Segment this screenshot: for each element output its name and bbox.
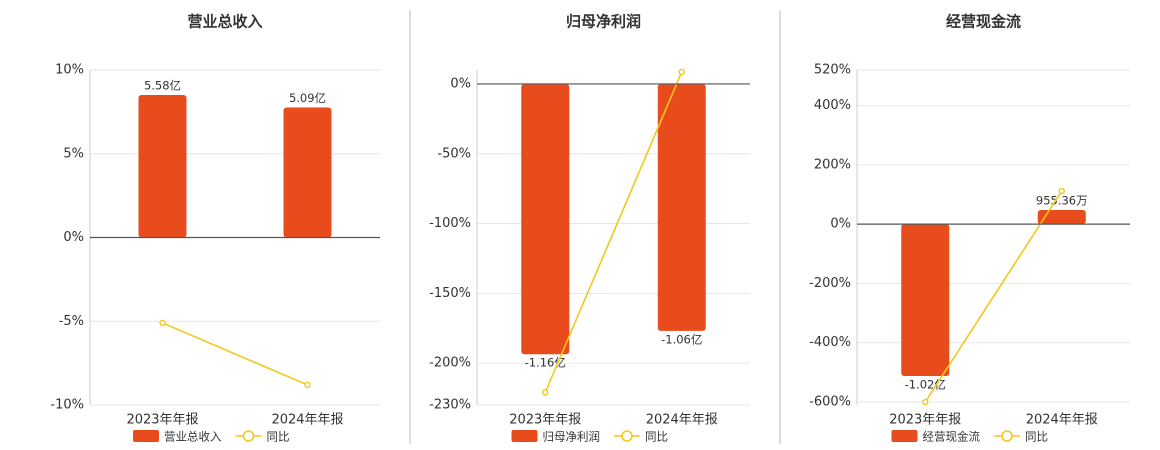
- x-tick-label: 2023年年报: [889, 413, 961, 428]
- y-tick-label: -150%: [429, 286, 471, 301]
- bar: [521, 83, 570, 355]
- bar: [901, 224, 950, 376]
- x-tick-label: 2023年年报: [126, 413, 198, 428]
- y-tick-label: -10%: [50, 398, 84, 413]
- value-label: -1.02亿: [905, 377, 946, 391]
- y-tick-label: -400%: [809, 335, 851, 350]
- line-point: [1058, 187, 1065, 195]
- legend-label: 经营现金流: [923, 430, 981, 444]
- legend-marker: [621, 430, 633, 442]
- y-tick-label: -200%: [809, 276, 851, 291]
- chart-title: 经营现金流: [946, 13, 1021, 31]
- x-tick-label: 2024年年报: [646, 413, 718, 428]
- legend-swatch: [891, 430, 918, 442]
- y-tick-label: -5%: [59, 314, 84, 329]
- legend-swatch: [511, 430, 538, 442]
- chart-title: 营业总收入: [187, 13, 262, 31]
- y-tick-label: 0%: [63, 230, 84, 245]
- x-tick-label: 2023年年报: [509, 413, 581, 428]
- line: [924, 190, 1063, 403]
- x-tick-label: 2024年年报: [271, 413, 343, 428]
- bar: [1037, 209, 1086, 225]
- legend-label: 同比: [645, 430, 668, 444]
- chart-title: 归母净利润: [566, 13, 641, 31]
- line-point: [542, 389, 549, 396]
- bar: [138, 95, 187, 238]
- line-point: [304, 381, 311, 389]
- y-tick-label: 10%: [55, 63, 84, 78]
- x-tick-label: 2024年年报: [1026, 413, 1098, 428]
- y-tick-label: 5%: [63, 146, 84, 161]
- legend-marker: [1001, 430, 1013, 442]
- y-tick-label: -200%: [429, 356, 471, 371]
- y-tick-label: -100%: [429, 216, 471, 231]
- line-point: [922, 398, 929, 406]
- line: [544, 71, 683, 393]
- value-label: 5.09亿: [289, 91, 326, 105]
- y-tick-label: 200%: [814, 157, 851, 172]
- y-tick-label: -50%: [437, 146, 471, 161]
- bar: [283, 107, 332, 238]
- value-label: 5.58亿: [144, 79, 181, 93]
- y-tick-label: -600%: [809, 395, 851, 410]
- y-tick-label: -230%: [429, 398, 471, 413]
- legend-swatch: [133, 430, 159, 442]
- line-point: [678, 68, 685, 76]
- y-tick-label: 0%: [830, 217, 851, 232]
- legend-label: 同比: [267, 430, 290, 444]
- line: [162, 322, 308, 386]
- y-tick-label: 400%: [814, 98, 851, 113]
- legend-label: 归母净利润: [543, 430, 601, 444]
- line-point: [159, 319, 166, 327]
- y-tick-label: 0%: [450, 76, 471, 91]
- value-label: -1.06亿: [661, 332, 702, 346]
- bar: [657, 83, 706, 331]
- y-tick-label: 520%: [814, 63, 851, 78]
- legend-label: 同比: [1025, 430, 1048, 444]
- legend-marker: [242, 430, 255, 442]
- legend-label: 营业总收入: [164, 430, 222, 444]
- value-label: 955.36万: [1036, 193, 1088, 207]
